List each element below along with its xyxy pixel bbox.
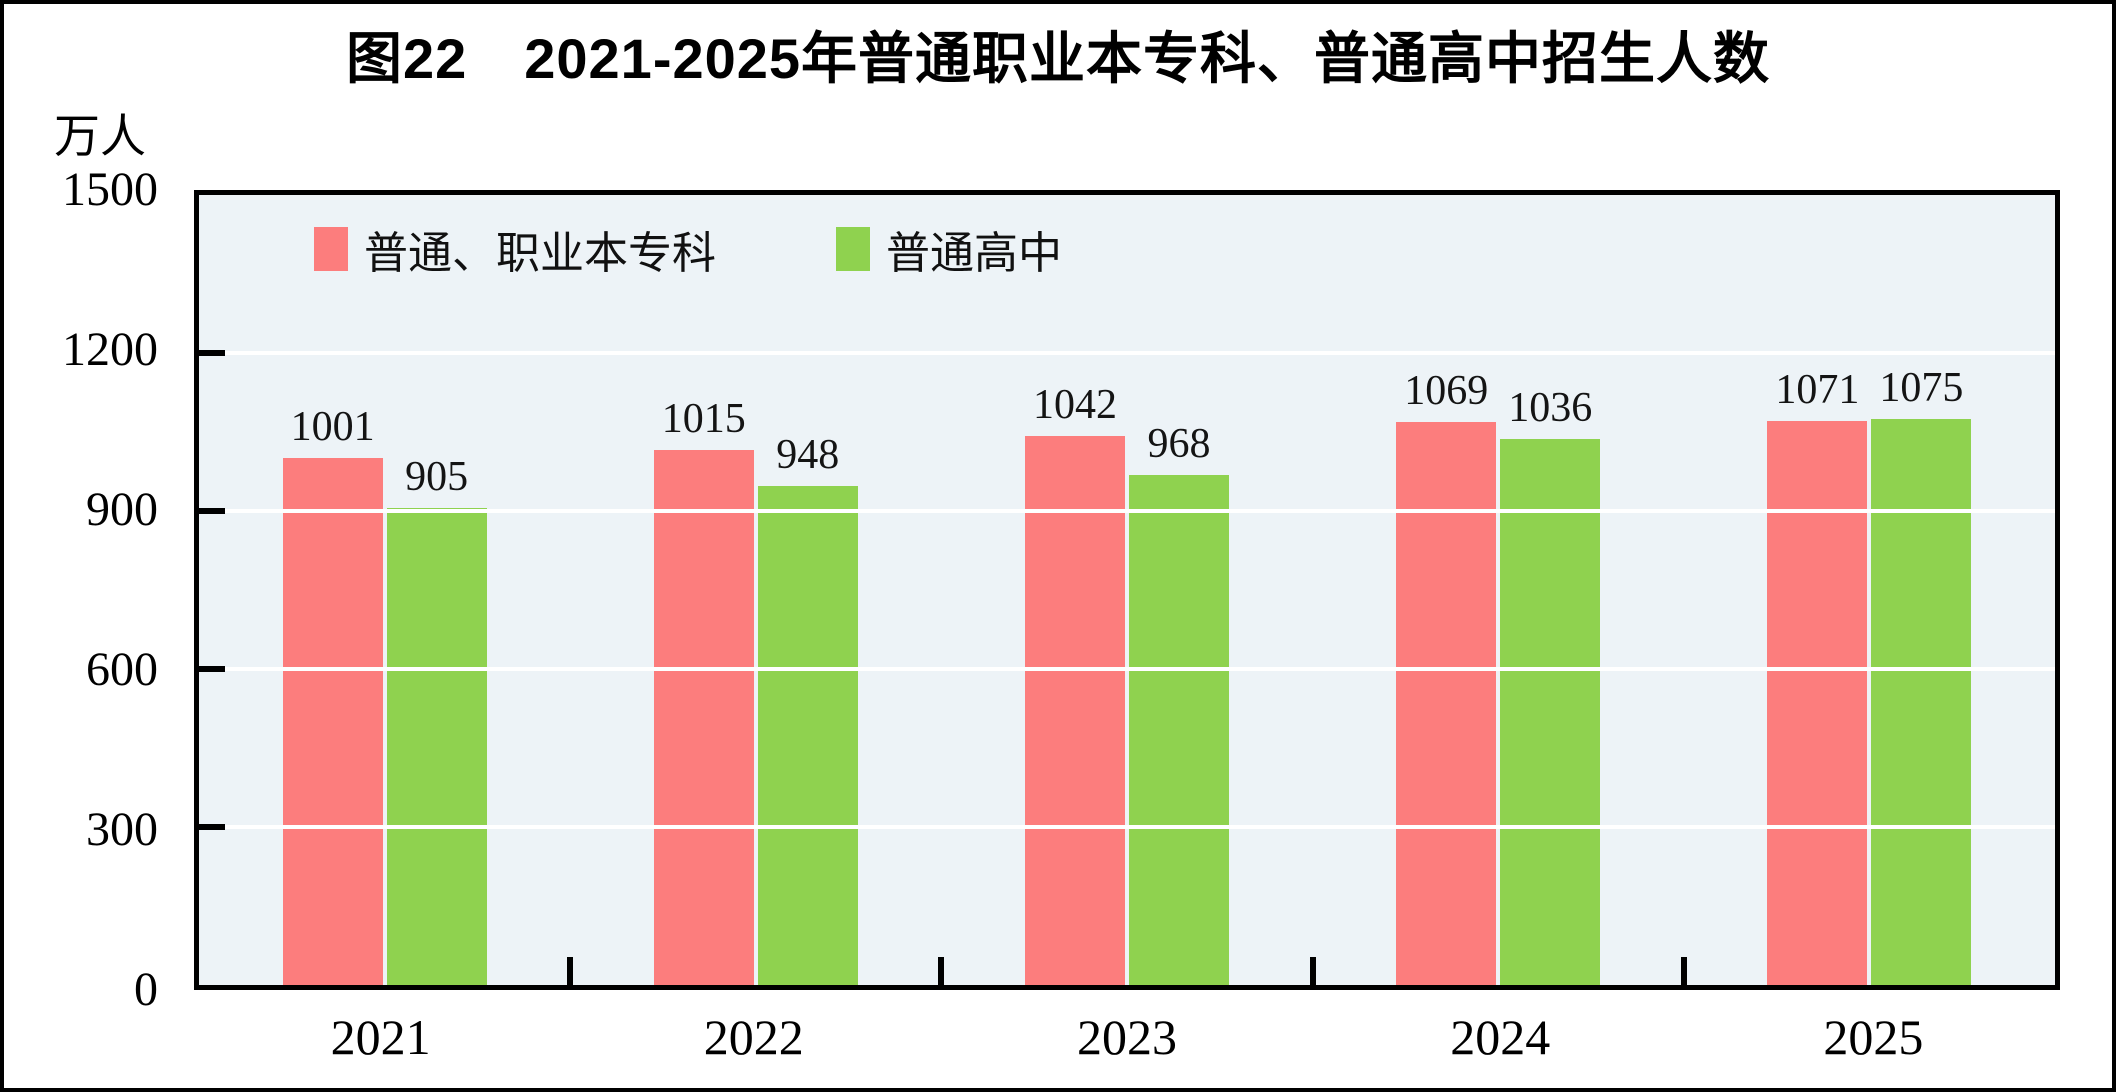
bar-value-label: 1015 (661, 396, 746, 443)
x-axis-tickmark (1680, 957, 1687, 985)
bar-value-label: 1071 (1775, 366, 1860, 413)
gridline (199, 825, 2055, 829)
bar: 1001 (282, 406, 383, 985)
bar-group: 1069 1036 (1313, 195, 1684, 985)
legend-label: 普通、职业本专科 (364, 229, 716, 278)
legend: 普通、职业本专科 普通高中 (314, 217, 1062, 281)
y-tick-label: 300 (86, 803, 158, 856)
bar-value-label: 1075 (1879, 364, 1964, 411)
x-axis: 2021 2022 2023 2024 2025 (194, 1002, 2060, 1072)
y-tick-label: 0 (134, 963, 158, 1016)
gridline (199, 509, 2055, 513)
bar: 968 (1129, 423, 1229, 985)
y-tick-label: 1200 (62, 323, 158, 376)
bar-pair: 1015 948 (570, 195, 941, 985)
plot-area: 普通、职业本专科 普通高中 1001 905 1015 948 1042 968 1069 10… (194, 190, 2060, 990)
bar-value-label: 948 (776, 431, 840, 478)
y-axis-tickmark (199, 508, 225, 514)
bar-value-label: 1069 (1404, 368, 1489, 414)
y-axis-unit-label: 万人 (54, 111, 146, 162)
bar-group: 1042 968 (941, 195, 1312, 985)
bar: 1075 (1871, 367, 1972, 985)
x-category-label: 2022 (703, 1009, 804, 1065)
bar-value-label: 1036 (1508, 385, 1593, 432)
bar: 1015 (653, 398, 754, 985)
y-axis-tickmark (199, 666, 225, 672)
legend-swatch (314, 227, 348, 271)
x-category-label: 2021 (330, 1009, 431, 1065)
x-category-label: 2025 (1823, 1009, 1924, 1065)
y-tick-label: 600 (86, 643, 158, 696)
y-axis-tickmark (199, 350, 225, 356)
y-tick-label: 900 (86, 483, 158, 536)
bar-value-label: 1042 (1033, 382, 1117, 429)
x-category-label: 2024 (1450, 1009, 1551, 1065)
bar: 948 (757, 434, 858, 985)
x-axis-tickmark (567, 957, 574, 985)
bar-value-label: 1001 (290, 403, 375, 450)
bar-groups: 1001 905 1015 948 1042 968 1069 1036 1071 1075 (199, 195, 2055, 985)
bar: 1042 (1025, 384, 1125, 985)
bar: 1071 (1767, 369, 1868, 985)
legend-swatch (836, 227, 870, 271)
bar-group: 1001 905 (199, 195, 570, 985)
bar: 905 (386, 456, 487, 985)
legend-label: 普通高中 (886, 229, 1062, 278)
bar-pair: 1071 1075 (1684, 195, 2055, 985)
gridline (199, 351, 2055, 355)
y-axis: 0 300 600 900 1200 1500 (4, 166, 172, 1014)
bar-group: 1071 1075 (1684, 195, 2055, 985)
bar-pair: 1042 968 (941, 195, 1312, 985)
x-axis-tickmark (1309, 957, 1316, 985)
legend-item: 普通高中 (836, 217, 1062, 281)
bar-pair: 1069 1036 (1313, 195, 1684, 985)
bar-value-label: 968 (1147, 421, 1211, 468)
bar: 1036 (1500, 387, 1601, 985)
bar-value-label: 905 (405, 454, 469, 501)
bar-group: 1015 948 (570, 195, 941, 985)
gridline (199, 667, 2055, 671)
x-axis-tickmark (938, 957, 945, 985)
bar-pair: 1001 905 (199, 195, 570, 985)
chart-title: 图22 2021-2025年普通职业本专科、普通高中招生人数 (345, 27, 1771, 90)
y-axis-tickmark (199, 824, 225, 830)
x-category-label: 2023 (1077, 1009, 1177, 1065)
y-tick-label: 1500 (62, 163, 158, 216)
bar: 1069 (1396, 370, 1497, 985)
legend-item: 普通、职业本专科 (314, 217, 716, 281)
